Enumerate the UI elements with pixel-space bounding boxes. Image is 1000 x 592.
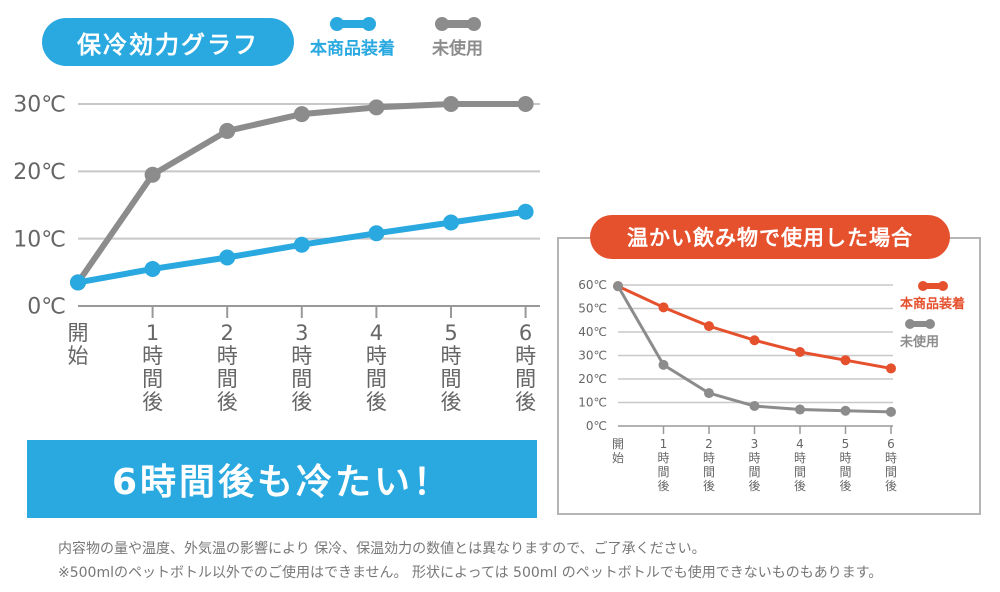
x-tick-label: 5 時間後 bbox=[441, 321, 462, 414]
x-tick-label: 5 時間後 bbox=[839, 437, 851, 493]
y-tick-label: 30℃ bbox=[578, 349, 607, 363]
data-point bbox=[70, 274, 86, 291]
data-point bbox=[613, 281, 623, 292]
y-tick-label: 30℃ bbox=[13, 93, 66, 118]
y-tick-label: 20℃ bbox=[578, 372, 607, 386]
x-tick-label: 開始 bbox=[612, 437, 624, 465]
data-point bbox=[704, 321, 714, 332]
headline-text: 6時間後も冷たい！ bbox=[111, 462, 453, 503]
inset-title-badge: 温かい飲み物で使用した場合 bbox=[590, 215, 950, 259]
y-tick-label: 60℃ bbox=[578, 278, 607, 292]
data-point bbox=[368, 225, 385, 242]
data-point bbox=[886, 406, 896, 417]
x-tick-label: 4 時間後 bbox=[794, 437, 806, 493]
y-tick-label: 10℃ bbox=[13, 227, 66, 252]
inset-legend-label-product: 本商品装着 bbox=[900, 297, 966, 312]
inset-legend-label-unused: 未使用 bbox=[900, 335, 940, 350]
data-point bbox=[293, 236, 310, 253]
data-point bbox=[795, 346, 805, 357]
data-point bbox=[368, 99, 385, 116]
inset-legend-product: 本商品装着 bbox=[900, 281, 966, 312]
data-point bbox=[144, 260, 161, 277]
legend-label-product: 本商品装着 bbox=[310, 39, 395, 59]
data-point bbox=[293, 106, 310, 123]
data-point bbox=[840, 355, 851, 366]
x-tick-label: 1 時間後 bbox=[142, 321, 163, 414]
x-tick-label: 2 時間後 bbox=[217, 321, 238, 414]
chart-title-badge: 保冷効力グラフ bbox=[42, 18, 294, 66]
data-point bbox=[658, 359, 669, 370]
x-tick-label: 6 時間後 bbox=[515, 321, 536, 414]
x-tick-label: 開始 bbox=[68, 321, 89, 368]
y-tick-label: 10℃ bbox=[578, 396, 607, 410]
legend-label-unused: 未使用 bbox=[432, 39, 483, 59]
data-point bbox=[795, 404, 805, 415]
x-tick-label: 4 時間後 bbox=[366, 321, 387, 414]
legend-swatch-product bbox=[329, 17, 376, 31]
data-point bbox=[517, 203, 534, 220]
legend-swatch-unused bbox=[434, 17, 481, 31]
x-tick-label: 3 時間後 bbox=[291, 321, 312, 414]
data-point bbox=[219, 122, 236, 139]
data-point bbox=[517, 96, 534, 112]
headline-banner: 6時間後も冷たい！ bbox=[27, 440, 537, 518]
y-tick-label: 20℃ bbox=[13, 160, 66, 185]
data-point bbox=[658, 302, 669, 313]
inset-chart: 0℃ 10℃ 20℃ 30℃ 40℃ 50℃ 60℃ 開始 1 時間後 2 時間後 3 時間後 4 時間後 5 時… bbox=[578, 278, 897, 493]
y-tick-label: 50℃ bbox=[578, 302, 607, 316]
data-point bbox=[144, 166, 161, 183]
data-point bbox=[443, 96, 459, 112]
data-point bbox=[749, 335, 760, 346]
inset-title: 温かい飲み物で使用した場合 bbox=[627, 226, 913, 250]
data-point bbox=[749, 401, 760, 412]
inset-legend-swatch-product bbox=[917, 281, 948, 291]
legend-unused: 未使用 bbox=[432, 17, 483, 59]
data-point bbox=[840, 405, 851, 416]
legend-product: 本商品装着 bbox=[310, 17, 395, 59]
data-point bbox=[886, 363, 896, 374]
data-point bbox=[443, 214, 459, 231]
note-line-1: 内容物の量や温度、外気温の影響により 保冷、保温効力の数値とは異なりますので、ご… bbox=[58, 541, 706, 557]
x-tick-label: 6 時間後 bbox=[885, 437, 897, 493]
y-tick-label: 0℃ bbox=[586, 419, 607, 433]
chart-title: 保冷効力グラフ bbox=[77, 30, 259, 59]
x-tick-label: 2 時間後 bbox=[703, 437, 715, 493]
x-tick-label: 1 時間後 bbox=[657, 437, 669, 493]
y-tick-label: 40℃ bbox=[578, 325, 607, 339]
inset-legend-unused: 未使用 bbox=[900, 319, 940, 350]
data-point bbox=[704, 388, 714, 399]
series-line bbox=[75, 101, 529, 286]
inset-legend-swatch-unused bbox=[904, 319, 935, 329]
x-tick-label: 3 時間後 bbox=[748, 437, 760, 493]
y-tick-label: 0℃ bbox=[27, 295, 66, 320]
note-line-2: ※500mlのペットボトル以外でのご使用はできません。 形状によっては 500m… bbox=[58, 565, 883, 581]
data-point bbox=[219, 249, 236, 266]
